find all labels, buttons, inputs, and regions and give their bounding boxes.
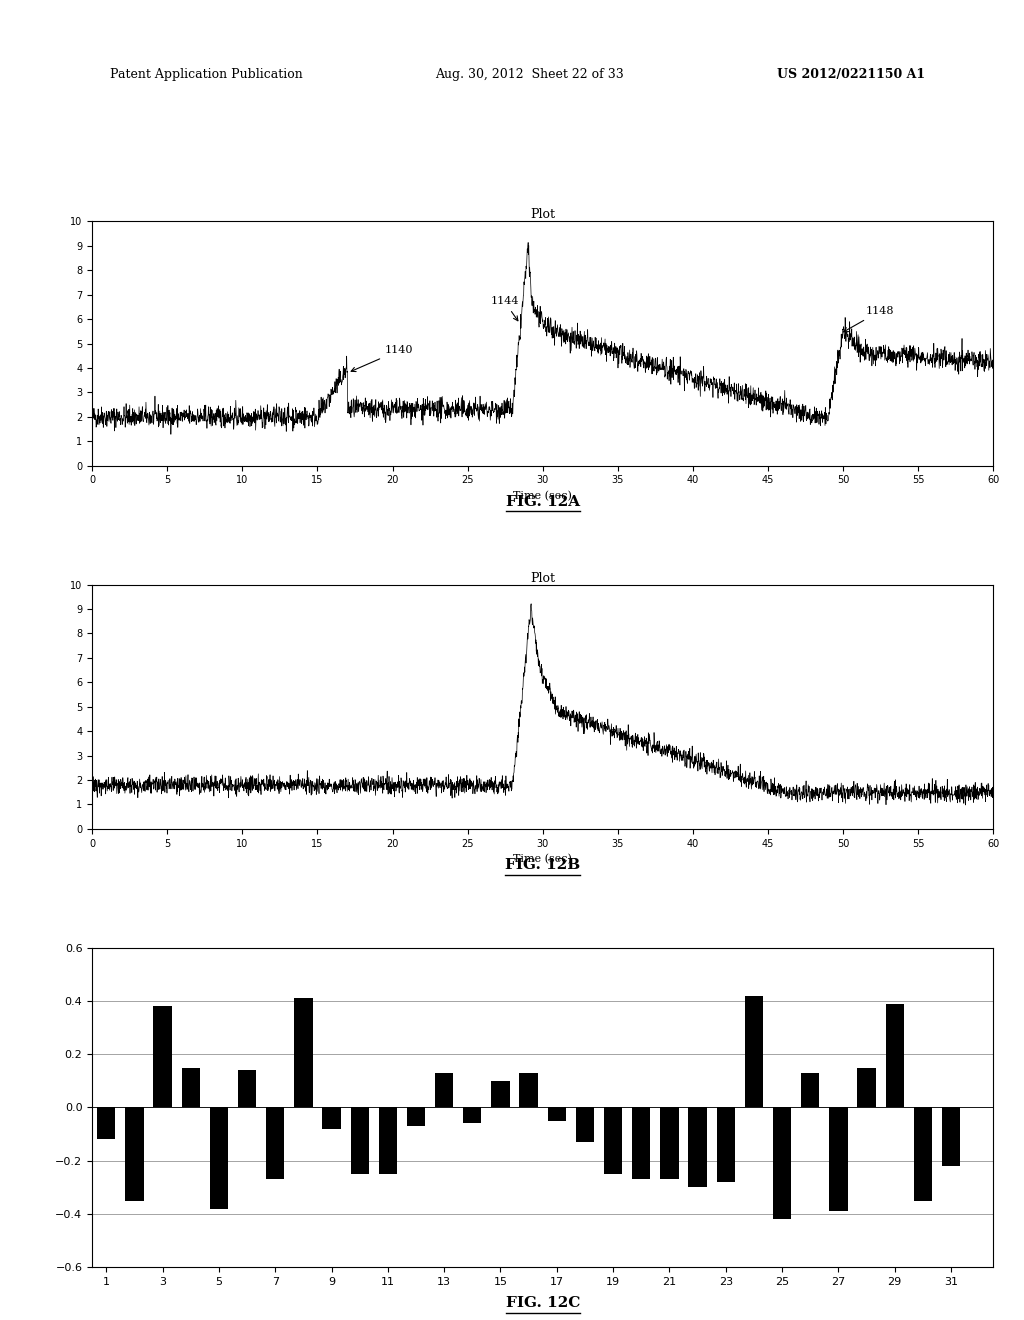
Bar — [604, 1107, 623, 1173]
Bar — [913, 1107, 932, 1201]
Bar — [323, 1107, 341, 1129]
Text: 1144: 1144 — [490, 297, 518, 321]
Bar — [379, 1107, 397, 1173]
Text: US 2012/0221150 A1: US 2012/0221150 A1 — [777, 67, 925, 81]
Bar — [125, 1107, 143, 1201]
Bar — [407, 1107, 425, 1126]
Bar — [773, 1107, 792, 1220]
Bar — [435, 1073, 454, 1107]
Bar — [294, 998, 312, 1107]
Bar — [181, 1068, 200, 1107]
Bar — [154, 1006, 172, 1107]
Bar — [942, 1107, 961, 1166]
Text: 1148: 1148 — [844, 306, 894, 331]
X-axis label: Time (sec): Time (sec) — [513, 491, 572, 502]
X-axis label: Time (sec): Time (sec) — [513, 854, 572, 865]
Bar — [801, 1073, 819, 1107]
Bar — [519, 1073, 538, 1107]
Text: FIG. 12B: FIG. 12B — [505, 858, 581, 873]
Bar — [857, 1068, 876, 1107]
Text: 1140: 1140 — [351, 346, 414, 371]
Title: Plot: Plot — [530, 209, 555, 222]
Bar — [463, 1107, 481, 1123]
Bar — [717, 1107, 735, 1181]
Bar — [575, 1107, 594, 1142]
Text: FIG. 12A: FIG. 12A — [506, 495, 580, 508]
Title: Plot: Plot — [530, 572, 555, 585]
Bar — [97, 1107, 116, 1139]
Bar — [210, 1107, 228, 1209]
Bar — [266, 1107, 285, 1179]
Bar — [688, 1107, 707, 1187]
Bar — [829, 1107, 848, 1212]
Text: Aug. 30, 2012  Sheet 22 of 33: Aug. 30, 2012 Sheet 22 of 33 — [434, 67, 624, 81]
Text: Patent Application Publication: Patent Application Publication — [111, 67, 303, 81]
Bar — [548, 1107, 566, 1121]
Bar — [660, 1107, 679, 1179]
Bar — [744, 995, 763, 1107]
Bar — [238, 1071, 256, 1107]
Bar — [492, 1081, 510, 1107]
Bar — [632, 1107, 650, 1179]
Bar — [350, 1107, 369, 1173]
Text: FIG. 12C: FIG. 12C — [506, 1296, 580, 1311]
Bar — [886, 1003, 904, 1107]
